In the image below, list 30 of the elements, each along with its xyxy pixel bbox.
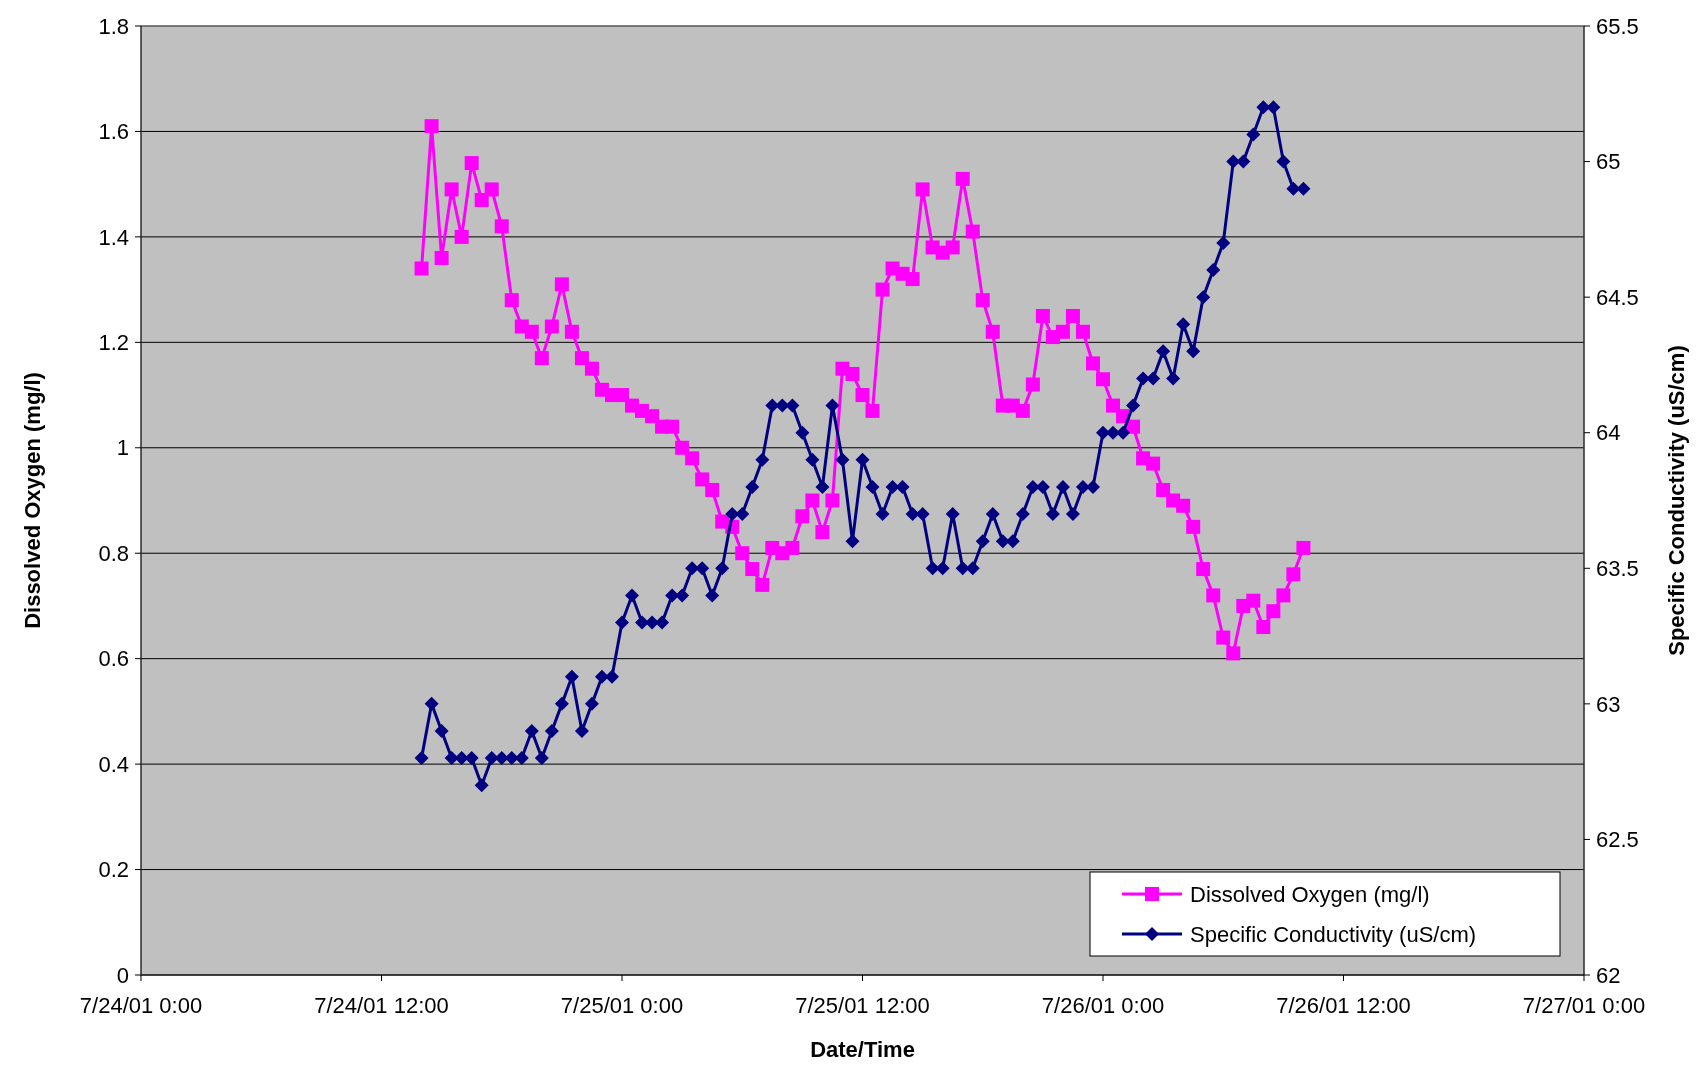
y-tick-label: 1 bbox=[116, 435, 129, 461]
y-tick-label: 0.6 bbox=[98, 646, 129, 672]
y-tick-label: 0.2 bbox=[98, 857, 129, 883]
y2-tick-label: 62 bbox=[1596, 962, 1621, 988]
y2-tick-label: 63.5 bbox=[1596, 555, 1639, 581]
y2-tick-label: 65 bbox=[1596, 149, 1621, 175]
legend-label: Dissolved Oxygen (mg/l) bbox=[1190, 881, 1430, 907]
y-tick-label: 1.4 bbox=[98, 224, 129, 250]
x-tick-label: 7/27/01 0:00 bbox=[1522, 993, 1646, 1018]
x-tick-label: 7/25/01 0:00 bbox=[560, 993, 684, 1018]
y2-tick-label: 65.5 bbox=[1596, 13, 1639, 39]
x-tick-label: 7/24/01 0:00 bbox=[79, 993, 203, 1018]
x-tick-label: 7/26/01 0:00 bbox=[1041, 993, 1165, 1018]
y2-tick-label: 64 bbox=[1596, 420, 1621, 446]
y2-tick-label: 62.5 bbox=[1596, 827, 1639, 853]
y2-tick-label: 64.5 bbox=[1596, 284, 1639, 310]
x-tick-label: 7/25/01 12:00 bbox=[795, 993, 930, 1018]
y2-tick-label: 63 bbox=[1596, 691, 1621, 717]
x-axis-title: Date/Time bbox=[810, 1037, 915, 1062]
x-tick-label: 7/24/01 12:00 bbox=[314, 993, 449, 1018]
x-tick-label: 7/26/01 12:00 bbox=[1276, 993, 1411, 1018]
y-tick-label: 1.8 bbox=[98, 13, 129, 39]
y-tick-label: 0.8 bbox=[98, 540, 129, 566]
y-tick-label: 1.6 bbox=[98, 119, 129, 145]
y-tick-label: 1.2 bbox=[98, 330, 129, 356]
legend-label: Specific Conductivity (uS/cm) bbox=[1190, 921, 1477, 947]
y-tick-label: 0 bbox=[116, 962, 129, 988]
y2-axis-title: Specific Conductivity (uS/cm) bbox=[1664, 345, 1689, 656]
y-tick-label: 0.4 bbox=[98, 751, 129, 777]
y-axis-title: Dissolved Oxygen (mg/l) bbox=[20, 372, 45, 629]
